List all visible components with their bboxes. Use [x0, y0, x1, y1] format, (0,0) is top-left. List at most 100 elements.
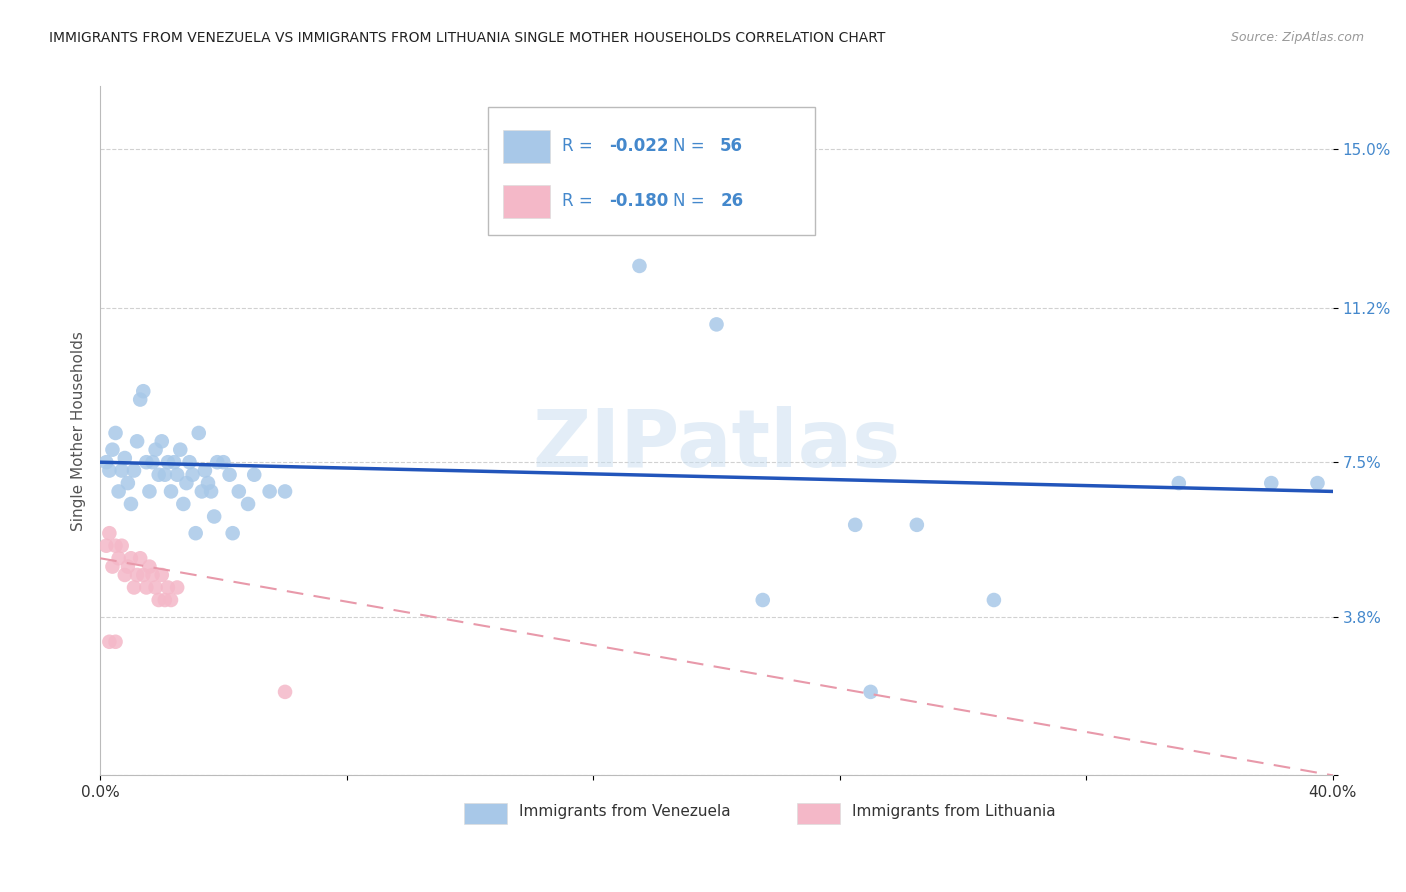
Point [706, 318, 728, 332]
Point [197, 476, 219, 491]
Point [200, 484, 222, 499]
Text: N =: N = [673, 137, 710, 155]
Point [96, 455, 118, 469]
Point [169, 442, 191, 457]
Point [98, 526, 121, 541]
Point [150, 568, 173, 582]
Point [184, 526, 207, 541]
Point [122, 581, 145, 595]
Point [751, 593, 773, 607]
Point [228, 484, 250, 499]
Point [172, 497, 194, 511]
Point [628, 259, 651, 273]
Point [132, 568, 155, 582]
Point [191, 484, 214, 499]
Point [145, 442, 167, 457]
Point [98, 634, 121, 648]
Point [160, 484, 183, 499]
Point [166, 467, 188, 482]
Point [129, 392, 152, 407]
Point [536, 204, 558, 219]
Point [138, 559, 160, 574]
Point [181, 467, 204, 482]
Point [129, 551, 152, 566]
Point [1306, 476, 1329, 491]
Point [202, 509, 225, 524]
Text: 26: 26 [720, 193, 744, 211]
Point [117, 559, 139, 574]
Point [135, 455, 157, 469]
Point [166, 581, 188, 595]
Point [194, 464, 217, 478]
Point [153, 467, 176, 482]
Point [96, 539, 118, 553]
Text: 56: 56 [720, 137, 744, 155]
Point [179, 455, 201, 469]
Text: Immigrants from Venezuela: Immigrants from Venezuela [519, 805, 731, 820]
Point [107, 484, 129, 499]
Point [120, 497, 142, 511]
Point [114, 450, 136, 465]
Point [127, 568, 149, 582]
Text: Immigrants from Lithuania: Immigrants from Lithuania [852, 805, 1056, 820]
Point [148, 467, 170, 482]
Point [236, 497, 259, 511]
FancyBboxPatch shape [797, 803, 839, 823]
Point [135, 581, 157, 595]
Point [221, 526, 243, 541]
Point [218, 467, 240, 482]
Point [156, 455, 179, 469]
Point [111, 464, 134, 478]
Text: N =: N = [673, 193, 710, 211]
Text: R =: R = [562, 137, 599, 155]
Text: Source: ZipAtlas.com: Source: ZipAtlas.com [1230, 31, 1364, 45]
Point [176, 476, 198, 491]
Point [259, 484, 281, 499]
Point [274, 685, 297, 699]
Point [117, 476, 139, 491]
Text: ZIPatlas: ZIPatlas [533, 406, 901, 483]
Point [145, 581, 167, 595]
Point [101, 442, 124, 457]
Point [207, 455, 229, 469]
Point [148, 593, 170, 607]
Text: IMMIGRANTS FROM VENEZUELA VS IMMIGRANTS FROM LITHUANIA SINGLE MOTHER HOUSEHOLDS : IMMIGRANTS FROM VENEZUELA VS IMMIGRANTS … [49, 31, 886, 45]
Point [127, 434, 149, 449]
Point [107, 551, 129, 566]
Point [983, 593, 1005, 607]
Point [859, 685, 882, 699]
Point [141, 568, 163, 582]
Point [160, 593, 183, 607]
Y-axis label: Single Mother Households: Single Mother Households [72, 331, 86, 531]
Point [153, 593, 176, 607]
Point [101, 559, 124, 574]
Point [844, 517, 866, 532]
Point [138, 484, 160, 499]
Point [122, 464, 145, 478]
Point [150, 434, 173, 449]
Point [104, 634, 127, 648]
Point [111, 539, 134, 553]
Text: R =: R = [562, 193, 599, 211]
FancyBboxPatch shape [488, 107, 815, 235]
Point [905, 517, 928, 532]
Point [187, 425, 209, 440]
Point [1260, 476, 1282, 491]
Text: -0.022: -0.022 [609, 137, 669, 155]
Point [104, 425, 127, 440]
FancyBboxPatch shape [503, 129, 550, 163]
Point [120, 551, 142, 566]
Point [104, 539, 127, 553]
Point [114, 568, 136, 582]
Text: -0.180: -0.180 [609, 193, 668, 211]
Point [212, 455, 235, 469]
Point [243, 467, 266, 482]
Point [163, 455, 186, 469]
Point [156, 581, 179, 595]
FancyBboxPatch shape [503, 185, 550, 218]
FancyBboxPatch shape [464, 803, 508, 823]
Point [1167, 476, 1189, 491]
Point [98, 464, 121, 478]
Point [132, 384, 155, 399]
Point [141, 455, 163, 469]
